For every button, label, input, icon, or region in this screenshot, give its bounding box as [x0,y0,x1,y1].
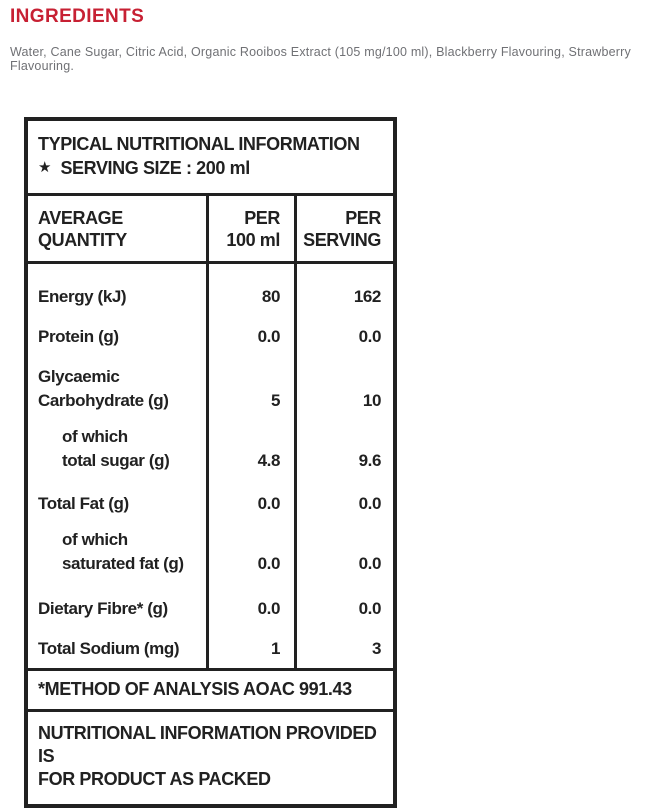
value-per-serving: 9.6 [358,451,382,470]
value-per-100ml: 0.0 [257,599,281,618]
row-label: Glycaemic [38,367,120,386]
row-label: of which [62,427,128,446]
value-per-100ml: 0.0 [257,554,281,573]
value-per-serving: 10 [362,391,382,410]
value-per-serving: 0.0 [358,554,382,573]
nutrition-table-title: TYPICAL NUTRITIONAL INFORMATION [38,134,360,154]
value-per-100ml: 80 [261,287,281,306]
nutrition-table: TYPICAL NUTRITIONAL INFORMATION ★ SERVIN… [24,117,397,808]
serving-size-line: ★ SERVING SIZE : 200 ml [38,156,383,180]
value-per-serving: 0.0 [358,599,382,618]
row-label: Energy (kJ) [38,287,127,306]
row-label: of which [62,530,128,549]
table-body: Energy (kJ) 80 162 Protein (g) 0.0 0.0 G… [28,264,393,668]
nutrient-row-protein: Protein (g) 0.0 0.0 [28,316,393,356]
serving-size-text: SERVING SIZE : 200 ml [60,158,250,178]
value-per-serving: 0.0 [358,494,382,513]
method-of-analysis-note: *METHOD OF ANALYSIS AOAC 991.43 [28,668,393,709]
row-label: Total Sodium (mg) [38,639,180,658]
value-per-100ml: 4.8 [257,451,281,470]
row-label: total sugar (g) [62,451,170,470]
nutrient-row-total-fat: Total Fat (g) 0.0 0.0 [28,480,393,523]
star-icon: ★ [38,159,52,176]
value-per-100ml: 0.0 [257,327,281,346]
packed-product-note: NUTRITIONAL INFORMATION PROVIDED IS FOR … [28,709,393,804]
row-label: Dietary Fibre* (g) [38,599,168,618]
row-label: saturated fat (g) [62,554,184,573]
value-per-serving: 0.0 [358,327,382,346]
row-label: Total Fat (g) [38,494,129,513]
row-label: Protein (g) [38,327,119,346]
nutrient-row-energy: Energy (kJ) 80 162 [28,264,393,316]
nutrient-row-saturated-fat: of which saturated fat (g) 0.0 0.0 [28,523,393,583]
nutrient-row-dietary-fibre: Dietary Fibre* (g) 0.0 0.0 [28,583,393,628]
value-per-serving: 162 [353,287,382,306]
ingredients-text: Water, Cane Sugar, Citric Acid, Organic … [10,45,631,73]
table-header-row: AVERAGE QUANTITY PER 100 ml PER SERVING [28,196,393,264]
value-per-100ml: 1 [270,639,280,658]
nutrient-row-total-sodium: Total Sodium (mg) 1 3 [28,628,393,668]
ingredients-heading: INGREDIENTS [10,6,145,27]
value-per-100ml: 5 [270,391,280,410]
nutrient-row-glycaemic-carbohydrate: Glycaemic Carbohydrate (g) 5 10 [28,356,393,420]
col-header-per-100ml: PER 100 ml [206,196,294,261]
row-label: Carbohydrate (g) [38,391,169,410]
col-header-per-serving: PER SERVING [294,196,393,261]
value-per-100ml: 0.0 [257,494,281,513]
col-header-average-quantity: AVERAGE QUANTITY [38,208,127,250]
value-per-serving: 3 [371,639,381,658]
nutrition-table-title-block: TYPICAL NUTRITIONAL INFORMATION ★ SERVIN… [28,121,393,196]
nutrient-row-total-sugar: of which total sugar (g) 4.8 9.6 [28,420,393,480]
